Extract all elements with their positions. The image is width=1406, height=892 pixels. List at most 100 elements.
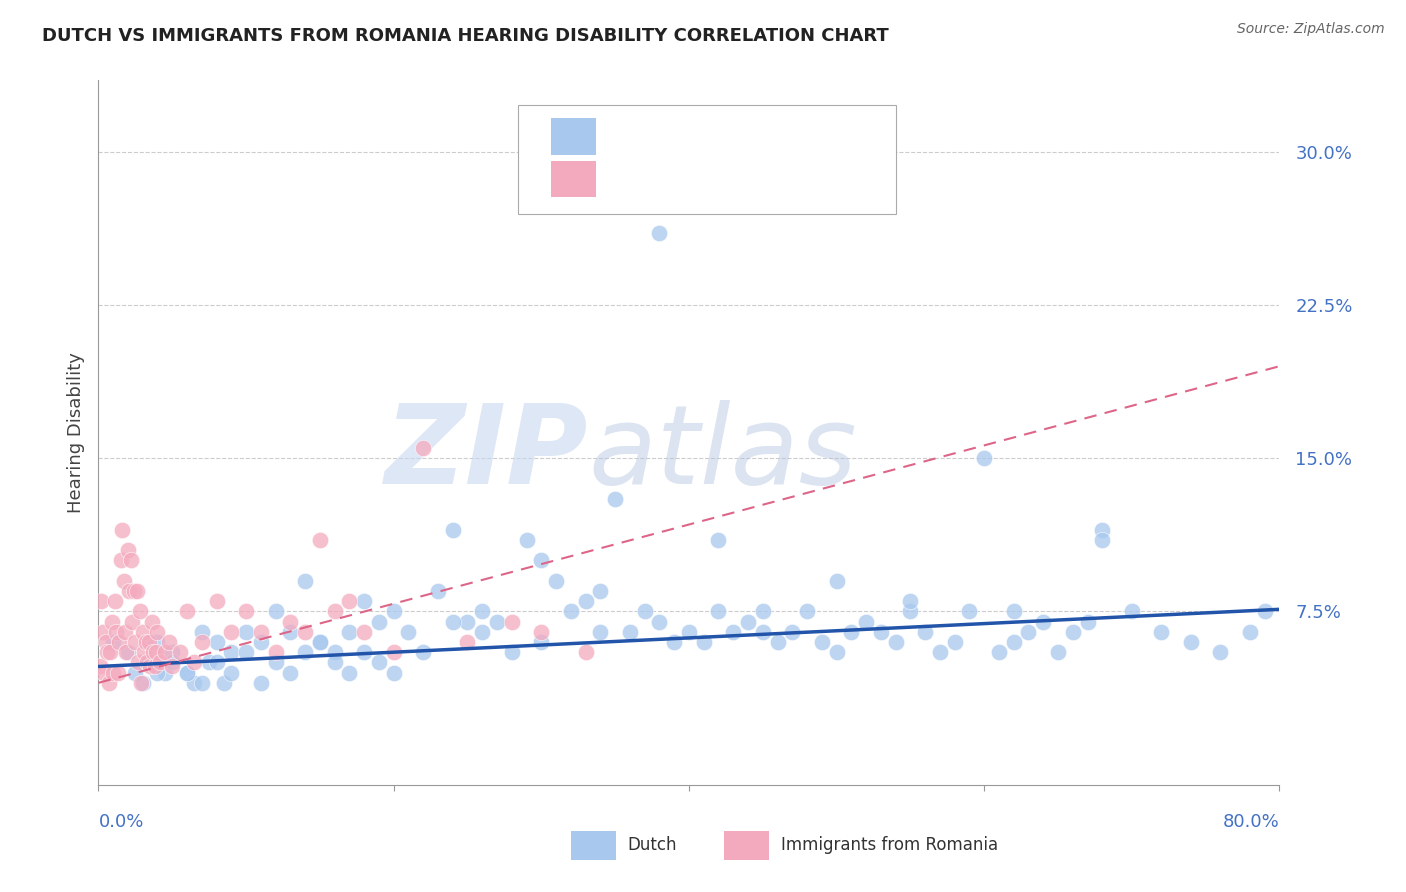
Point bbox=[1032, 615, 1054, 629]
Point bbox=[752, 604, 775, 618]
Point bbox=[149, 656, 172, 670]
Point bbox=[766, 635, 789, 649]
Point bbox=[235, 645, 257, 659]
Point bbox=[530, 553, 553, 567]
Point bbox=[103, 665, 125, 680]
Point bbox=[107, 665, 129, 680]
Point bbox=[111, 523, 134, 537]
Point bbox=[250, 624, 273, 639]
Text: 108: 108 bbox=[790, 128, 827, 145]
Point bbox=[900, 594, 922, 608]
Point bbox=[134, 645, 156, 659]
Point bbox=[280, 624, 302, 639]
Point bbox=[368, 615, 391, 629]
Point bbox=[91, 624, 114, 639]
Text: R =: R = bbox=[617, 170, 655, 188]
Point bbox=[884, 635, 907, 649]
Point bbox=[176, 665, 198, 680]
Point bbox=[398, 624, 420, 639]
FancyBboxPatch shape bbox=[724, 830, 769, 861]
Point bbox=[138, 635, 160, 649]
Point bbox=[1150, 624, 1173, 639]
Text: 65: 65 bbox=[790, 170, 814, 188]
Point bbox=[1091, 533, 1114, 547]
Point bbox=[841, 624, 863, 639]
Point bbox=[143, 659, 166, 673]
Point bbox=[441, 615, 464, 629]
Point bbox=[382, 645, 405, 659]
Point bbox=[412, 441, 434, 455]
Point bbox=[973, 451, 995, 466]
Point bbox=[98, 645, 121, 659]
Point bbox=[589, 583, 612, 598]
Point bbox=[486, 615, 509, 629]
Point bbox=[353, 645, 375, 659]
Point bbox=[309, 533, 332, 547]
Point bbox=[294, 624, 316, 639]
Point bbox=[294, 645, 316, 659]
Point bbox=[235, 624, 257, 639]
Point bbox=[183, 676, 205, 690]
Point bbox=[162, 645, 183, 659]
Point bbox=[530, 635, 553, 649]
Point bbox=[136, 656, 159, 670]
Point bbox=[124, 635, 146, 649]
Point bbox=[457, 635, 479, 649]
Point bbox=[560, 604, 582, 618]
Point bbox=[575, 645, 598, 659]
Point bbox=[120, 553, 142, 567]
Point bbox=[309, 635, 332, 649]
Point bbox=[153, 665, 176, 680]
Point bbox=[914, 624, 936, 639]
Point bbox=[183, 656, 205, 670]
Point bbox=[128, 604, 150, 618]
Point bbox=[441, 523, 464, 537]
Point bbox=[93, 665, 115, 680]
Point bbox=[94, 635, 117, 649]
Point bbox=[105, 624, 128, 639]
Point bbox=[323, 656, 346, 670]
Point bbox=[382, 665, 405, 680]
Point bbox=[1091, 523, 1114, 537]
Point bbox=[142, 645, 165, 659]
Point bbox=[191, 676, 214, 690]
Point bbox=[103, 635, 125, 649]
Point bbox=[546, 574, 568, 588]
Point bbox=[309, 635, 332, 649]
Point bbox=[280, 615, 302, 629]
Point bbox=[723, 624, 745, 639]
Point bbox=[1002, 635, 1025, 649]
Point bbox=[427, 583, 450, 598]
Text: R =: R = bbox=[617, 128, 655, 145]
Point bbox=[1254, 604, 1277, 618]
Point bbox=[135, 635, 157, 649]
Point bbox=[339, 594, 361, 608]
Point bbox=[108, 635, 131, 649]
Point bbox=[145, 645, 167, 659]
Point bbox=[353, 624, 375, 639]
Point bbox=[900, 604, 922, 618]
Point bbox=[89, 659, 111, 673]
FancyBboxPatch shape bbox=[551, 119, 596, 155]
FancyBboxPatch shape bbox=[517, 105, 896, 214]
Point bbox=[988, 645, 1011, 659]
Y-axis label: Hearing Disability: Hearing Disability bbox=[66, 352, 84, 513]
Point bbox=[693, 635, 716, 649]
Text: atlas: atlas bbox=[589, 401, 858, 508]
Point bbox=[115, 645, 138, 659]
Point bbox=[382, 604, 405, 618]
Point bbox=[212, 676, 235, 690]
Point bbox=[825, 574, 848, 588]
Point bbox=[471, 604, 494, 618]
Point bbox=[810, 635, 832, 649]
Text: N =: N = bbox=[723, 170, 773, 188]
Text: 0.219: 0.219 bbox=[662, 170, 717, 188]
Point bbox=[250, 676, 273, 690]
FancyBboxPatch shape bbox=[571, 830, 616, 861]
Point bbox=[191, 624, 214, 639]
Text: DUTCH VS IMMIGRANTS FROM ROMANIA HEARING DISABILITY CORRELATION CHART: DUTCH VS IMMIGRANTS FROM ROMANIA HEARING… bbox=[42, 27, 889, 45]
Point bbox=[825, 645, 848, 659]
Point bbox=[707, 604, 730, 618]
Text: 80.0%: 80.0% bbox=[1223, 814, 1279, 831]
Text: 0.139: 0.139 bbox=[662, 128, 717, 145]
